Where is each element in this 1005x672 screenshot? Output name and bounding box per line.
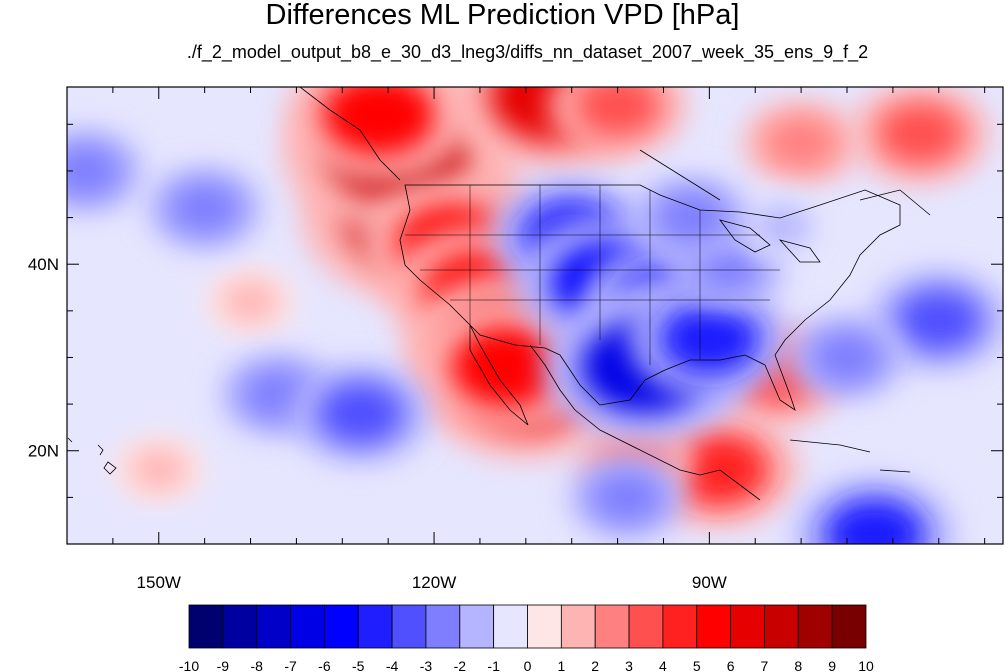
colorbar-label: 4 bbox=[659, 658, 667, 672]
colorbar-swatch bbox=[662, 604, 698, 649]
anomaly-cell bbox=[824, 498, 925, 544]
colorbar-label: -5 bbox=[352, 658, 365, 672]
anomaly-cell bbox=[753, 205, 812, 248]
colorbar-label: -1 bbox=[487, 658, 500, 672]
colorbar-swatch bbox=[188, 604, 224, 649]
coastlines bbox=[67, 87, 931, 501]
colorbar-label: 6 bbox=[727, 658, 735, 672]
x-tick-label: 120W bbox=[412, 573, 456, 592]
colorbar-swatch bbox=[323, 604, 359, 649]
caribbean bbox=[789, 439, 911, 473]
anomaly-cell bbox=[221, 280, 280, 323]
colorbar-swatch bbox=[797, 604, 833, 649]
chart-title: Differences ML Prediction VPD [hPa] bbox=[265, 0, 740, 31]
mexico-coast bbox=[529, 344, 761, 501]
colorbar-swatch bbox=[222, 604, 258, 649]
anomaly-cell bbox=[659, 302, 760, 375]
colorbar-label: 9 bbox=[828, 658, 836, 672]
plot-frame bbox=[66, 86, 1004, 545]
colorbar-label: 10 bbox=[858, 658, 874, 672]
anomaly-cell bbox=[765, 116, 838, 169]
colorbar-swatch bbox=[594, 604, 630, 649]
colorbar-label: 0 bbox=[524, 658, 532, 672]
plot-area bbox=[67, 87, 1003, 544]
colorbar-swatch bbox=[425, 604, 461, 649]
y-tick-label: 20N bbox=[28, 442, 59, 461]
anomaly-cell bbox=[67, 144, 122, 197]
anomaly-cell bbox=[655, 191, 727, 244]
colorbar-label: 7 bbox=[761, 658, 769, 672]
state-lines bbox=[405, 185, 780, 365]
chart-subtitle: ./f_2_model_output_b8_e_30_d3_lneg3/diff… bbox=[186, 42, 869, 62]
anomaly-cell bbox=[450, 325, 565, 408]
axis-tick-labels: 150W 120W 90W 20N 40N bbox=[28, 255, 727, 592]
colorbar-swatch bbox=[493, 604, 528, 649]
colorbar-label: 2 bbox=[591, 658, 599, 672]
colorbar-label: -8 bbox=[250, 658, 263, 672]
y-tick-label: 40N bbox=[28, 255, 59, 274]
colorbar-swatch bbox=[764, 604, 799, 649]
anomaly-cell bbox=[877, 102, 964, 165]
anomaly-cell bbox=[590, 471, 663, 524]
x-tick-label: 90W bbox=[692, 573, 727, 592]
anomaly-cell bbox=[322, 87, 436, 156]
colorbar-label: 5 bbox=[693, 658, 701, 672]
colorbar: -10 -9 -8 -7 -6 -5 -4 -3 -2 -1 0 1 2 3 4 5 6 7 8 9 10 bbox=[179, 604, 874, 672]
colorbar-swatch bbox=[357, 604, 393, 649]
colorbar-swatch bbox=[730, 604, 765, 649]
colorbar-label: -9 bbox=[217, 658, 230, 672]
colorbar-label: 1 bbox=[557, 658, 565, 672]
colorbar-swatch bbox=[391, 604, 427, 649]
colorbar-swatch bbox=[696, 604, 731, 649]
anomaly-cell bbox=[129, 448, 188, 491]
colorbar-swatch bbox=[560, 604, 596, 649]
colorbar-swatch bbox=[527, 604, 562, 649]
us-boundary bbox=[399, 184, 901, 411]
colorbar-swatch bbox=[628, 604, 664, 649]
colorbar-swatch bbox=[256, 604, 291, 649]
anomaly-layer bbox=[67, 87, 1003, 544]
colorbar-label: -3 bbox=[420, 658, 433, 672]
colorbar-swatch bbox=[459, 604, 495, 649]
colorbar-label: 3 bbox=[625, 658, 633, 672]
colorbar-label: -7 bbox=[284, 658, 297, 672]
great-lakes bbox=[718, 219, 821, 263]
anomaly-cell bbox=[574, 87, 661, 137]
anomaly-cell bbox=[168, 182, 241, 235]
colorbar-label: -4 bbox=[386, 658, 399, 672]
colorbar-swatch bbox=[290, 604, 325, 649]
colorbar-label: -10 bbox=[179, 658, 199, 672]
canada-coast bbox=[299, 87, 931, 216]
hawaii bbox=[67, 437, 117, 475]
axis-ticks bbox=[67, 87, 1003, 544]
colorbar-label: 8 bbox=[794, 658, 802, 672]
colorbar-label: -6 bbox=[318, 658, 331, 672]
colorbar-label: -2 bbox=[454, 658, 467, 672]
anomaly-cell bbox=[895, 289, 982, 352]
anomaly-cell bbox=[811, 331, 883, 384]
x-tick-label: 150W bbox=[137, 573, 181, 592]
colorbar-swatch bbox=[831, 604, 867, 649]
anomaly-cell bbox=[317, 382, 404, 445]
baja-coast bbox=[469, 324, 529, 426]
